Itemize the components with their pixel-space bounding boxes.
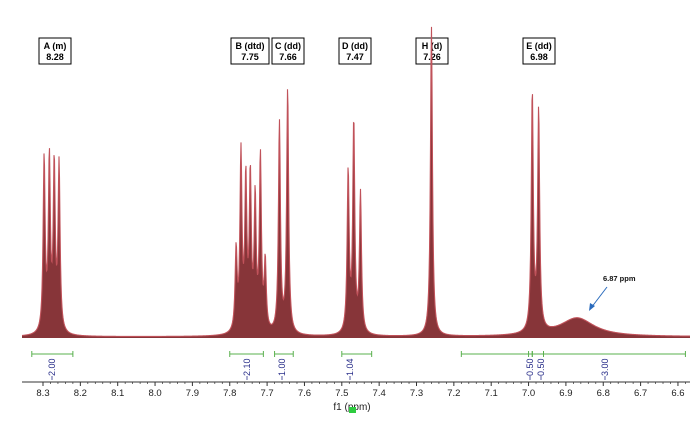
peak-label-name: B (dtd): [236, 41, 265, 51]
spectrum-fill: [22, 26, 690, 338]
peak-label-name: A (m): [44, 41, 67, 51]
integral-value: 3.00: [600, 358, 610, 376]
x-tick-label: 6.6: [671, 388, 684, 399]
peak-label-name: E (dd): [526, 41, 552, 51]
peak-label-b: B (dtd)7.75: [230, 37, 270, 65]
x-tick-label: 8.0: [148, 388, 161, 399]
annotation-arrow-head: [589, 303, 595, 311]
x-tick-label: 6.8: [597, 388, 610, 399]
peak-label-ppm: 7.47: [346, 52, 364, 62]
cursor-marker-icon: [349, 407, 356, 413]
annotation-layer: 6.87 ppm: [589, 274, 636, 311]
peak-label-ppm: 7.75: [241, 52, 259, 62]
peak-label-box: [230, 37, 270, 65]
integral-value: 2.10: [242, 358, 252, 376]
peak-label-ppm: 8.28: [46, 52, 64, 62]
peak-label-layer: A (m)8.28B (dtd)7.75C (dd)7.66D (dd)7.47…: [38, 37, 556, 65]
x-tick-label: 7.2: [447, 388, 460, 399]
peak-label-box: [38, 37, 72, 65]
x-tick-label: 7.6: [298, 388, 311, 399]
x-tick-label: 6.7: [634, 388, 647, 399]
peak-label-e: E (dd)6.98: [522, 37, 556, 65]
peak-label-d: D (dd)7.47: [338, 37, 372, 65]
integral-value: 0.50: [536, 358, 546, 376]
integral-0: [31, 351, 74, 357]
spectrum-layer: [21, 26, 691, 338]
peak-label-ppm: 7.66: [279, 52, 297, 62]
x-tick-label: 6.9: [559, 388, 572, 399]
peak-label-box: [522, 37, 556, 65]
integral-3: [341, 351, 373, 357]
integral-value: 1.00: [277, 358, 287, 376]
x-tick-label: 7.9: [186, 388, 199, 399]
axis-layer: 8.3 8.2 8.1 8.0 7.9 7.8 7.7 7.6 7.5 7.4 7.3 7.2 7.1 7…: [22, 381, 690, 413]
x-tick-label: 7.3: [410, 388, 423, 399]
x-tick-label: 7.4: [373, 388, 386, 399]
integral-value: 2.00: [47, 358, 57, 376]
annotation-label: 6.87 ppm: [603, 274, 636, 283]
annotation-arrow-line: [590, 286, 608, 309]
x-tick-label: 7.0: [522, 388, 535, 399]
integral-1: [229, 351, 264, 357]
peak-label-ppm: 6.98: [530, 52, 548, 62]
x-tick-label: 7.1: [485, 388, 498, 399]
integral-6: [460, 351, 686, 357]
peak-label-c: C (dd)7.66: [271, 37, 305, 65]
peak-label-a: A (m)8.28: [38, 37, 72, 65]
peak-label-box: [271, 37, 305, 65]
x-tick-label: 7.5: [335, 388, 348, 399]
x-tick-label: 8.3: [36, 388, 49, 399]
x-tick-label: 7.8: [223, 388, 236, 399]
x-tick-label: 8.2: [74, 388, 87, 399]
peak-label-box: [338, 37, 372, 65]
x-tick-label: 7.7: [260, 388, 273, 399]
peak-label-name: D (dd): [342, 41, 368, 51]
spectrum-line: [21, 26, 691, 337]
integral-value: 0.50: [525, 358, 535, 376]
integral-value: 1.04: [345, 358, 355, 376]
integral-layer: 2.00 2.10 1.00 1.04 0.50 0.50 3.00: [31, 351, 686, 380]
integral-2: [274, 351, 294, 357]
peak-label-name: C (dd): [275, 41, 301, 51]
x-tick-label: 8.1: [111, 388, 124, 399]
